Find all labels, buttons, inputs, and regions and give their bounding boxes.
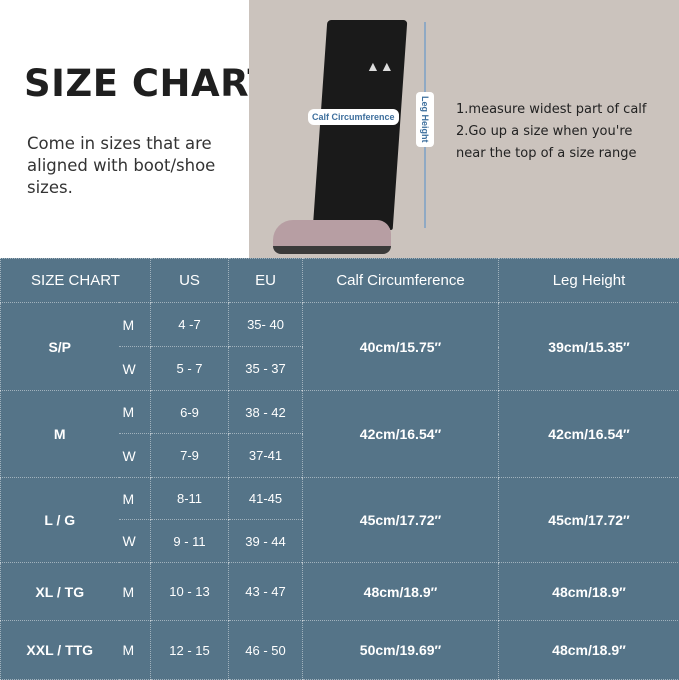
size-cell: L / G <box>1 478 119 563</box>
us-size-cell: 12 - 15 <box>151 621 229 680</box>
gender-cell: W <box>119 520 151 563</box>
boot-image <box>273 220 391 254</box>
brand-logo-icon: ▲▲ <box>366 58 394 74</box>
calf-cell: 42cm/16.54″ <box>303 391 499 478</box>
size-cell: M <box>1 391 119 478</box>
eu-size-cell: 46 - 50 <box>229 621 303 680</box>
header-eu: EU <box>229 259 303 303</box>
gender-cell: M <box>119 563 151 621</box>
eu-size-cell: 37-41 <box>229 434 303 478</box>
note: 1.measure widest part of calf <box>456 99 647 121</box>
us-size-cell: 5 - 7 <box>151 347 229 391</box>
calf-circumference-label: Calf Circumference <box>308 109 399 125</box>
header-size-chart: SIZE CHART <box>1 259 151 303</box>
leg-height-cell: 48cm/18.9″ <box>499 563 679 621</box>
measure-notes: 1.measure widest part of calf 2.Go up a … <box>456 99 647 165</box>
us-size-cell: 9 - 11 <box>151 520 229 563</box>
us-size-cell: 8-11 <box>151 478 229 520</box>
calf-cell: 50cm/19.69″ <box>303 621 499 680</box>
leg-height-cell: 45cm/17.72″ <box>499 478 679 563</box>
page-title: SIZE CHART <box>24 62 273 106</box>
header-row: SIZE CHART US EU Calf Circumference Leg … <box>1 259 679 303</box>
gaiter-image <box>313 20 408 230</box>
eu-size-cell: 43 - 47 <box>229 563 303 621</box>
leg-height-cell: 48cm/18.9″ <box>499 621 679 680</box>
header-calf: Calf Circumference <box>303 259 499 303</box>
calf-cell: 45cm/17.72″ <box>303 478 499 563</box>
eu-size-cell: 39 - 44 <box>229 520 303 563</box>
eu-size-cell: 35 - 37 <box>229 347 303 391</box>
us-size-cell: 7-9 <box>151 434 229 478</box>
leg-height-cell: 39cm/15.35″ <box>499 303 679 391</box>
gender-cell: W <box>119 347 151 391</box>
eu-size-cell: 35- 40 <box>229 303 303 347</box>
size-cell: XL / TG <box>1 563 119 621</box>
size-cell: XXL / TTG <box>1 621 119 680</box>
gender-cell: W <box>119 434 151 478</box>
eu-size-cell: 41-45 <box>229 478 303 520</box>
note: near the top of a size range <box>456 143 647 165</box>
gender-cell: M <box>119 391 151 434</box>
calf-cell: 40cm/15.75″ <box>303 303 499 391</box>
us-size-cell: 6-9 <box>151 391 229 434</box>
gender-cell: M <box>119 478 151 520</box>
note: 2.Go up a size when you're <box>456 121 647 143</box>
us-size-cell: 10 - 13 <box>151 563 229 621</box>
us-size-cell: 4 -7 <box>151 303 229 347</box>
header-us: US <box>151 259 229 303</box>
intro-panel: SIZE CHART Come in sizes that are aligne… <box>0 0 249 258</box>
calf-cell: 48cm/18.9″ <box>303 563 499 621</box>
size-cell: S/P <box>1 303 119 391</box>
header-leg-height: Leg Height <box>499 259 679 303</box>
gender-cell: M <box>119 621 151 680</box>
eu-size-cell: 38 - 42 <box>229 391 303 434</box>
gender-cell: M <box>119 303 151 347</box>
size-table: SIZE CHART US EU Calf Circumference Leg … <box>0 258 679 680</box>
leg-height-cell: 42cm/16.54″ <box>499 391 679 478</box>
leg-height-label: Leg Height <box>416 92 434 147</box>
description: Come in sizes that are aligned with boot… <box>27 133 242 199</box>
